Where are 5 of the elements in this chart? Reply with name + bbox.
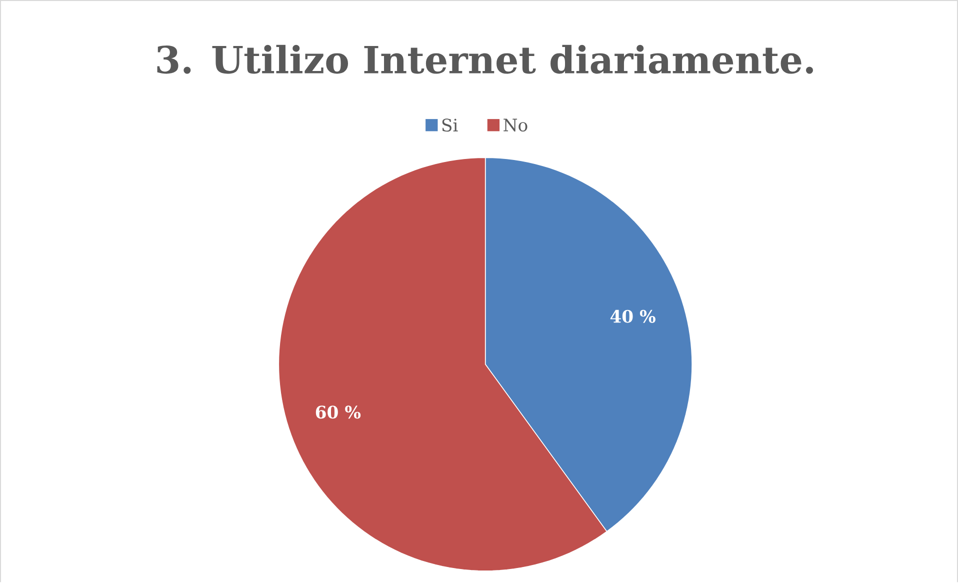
data-label: 40 % xyxy=(610,310,656,324)
data-label: 60 % xyxy=(316,406,361,419)
legend-label: Si xyxy=(442,118,458,132)
chart-title: 3. Utilizo Internet diariamente. xyxy=(157,45,813,74)
legend-label: No xyxy=(504,118,528,132)
